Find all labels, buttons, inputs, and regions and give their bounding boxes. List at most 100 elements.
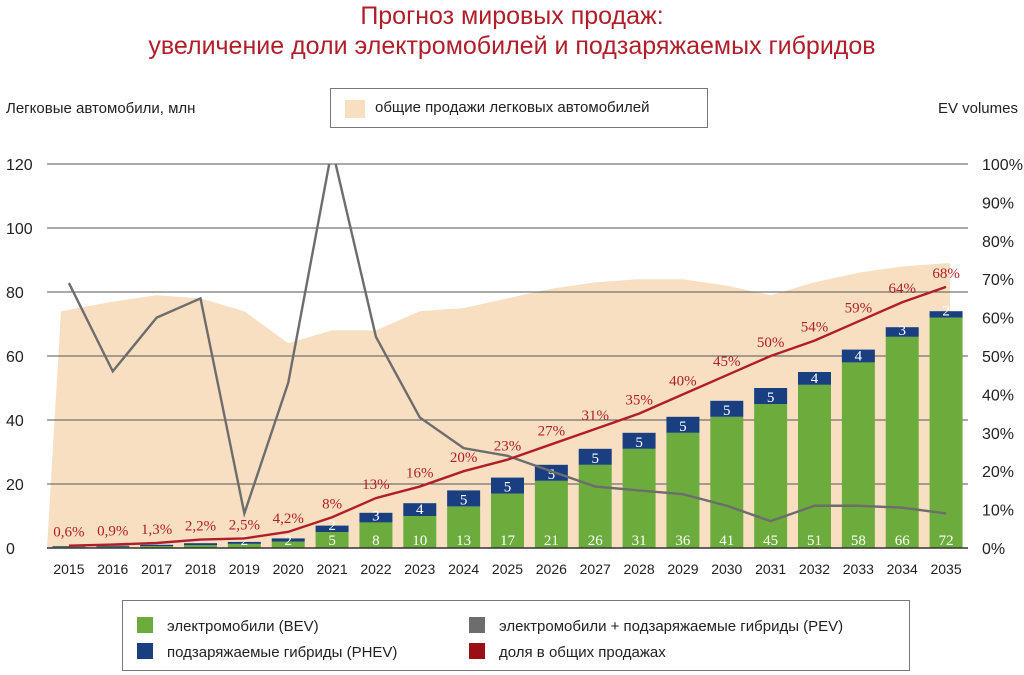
- share-data-label: 54%: [801, 320, 829, 336]
- bar-phev: [96, 545, 130, 547]
- y-left-tick-label: 120: [6, 157, 33, 174]
- bar-phev: [271, 538, 305, 542]
- x-tick-label: 2016: [97, 561, 128, 577]
- bar-phev-label: 5: [504, 480, 512, 496]
- share-data-label: 0,9%: [97, 524, 128, 540]
- share-data-label: 2,5%: [229, 517, 260, 533]
- bar-bev: [271, 541, 305, 548]
- y-axis-right-title: EV volumes: [937, 100, 1018, 117]
- bar-phev: [841, 349, 875, 363]
- series-line-share: [68, 285, 947, 547]
- bar-phev: [885, 327, 919, 337]
- bar-phev: [315, 525, 349, 532]
- y-left-tick-label: 40: [6, 413, 24, 430]
- x-tick-label: 2029: [667, 561, 698, 577]
- y-left-tick-label: 80: [6, 285, 24, 302]
- y-left-tick-label: 20: [6, 477, 24, 494]
- bar-bev: [534, 480, 568, 548]
- share-data-label: 50%: [757, 335, 785, 351]
- bar-bev-label: 17: [500, 533, 516, 549]
- legend-bottom: электромобили (BEV) подзаряжаемые гибрид…: [122, 600, 910, 671]
- bar-phev-label: 5: [635, 435, 643, 451]
- bar-bev-label: 72: [939, 533, 954, 549]
- bar-phev-label: 4: [416, 502, 424, 518]
- y-right-tick-label: 50%: [982, 349, 1014, 366]
- legend-swatch-total: [345, 100, 365, 118]
- bar-phev: [184, 543, 217, 546]
- bar-phev: [754, 388, 788, 404]
- bar-phev: [798, 372, 831, 385]
- bar-bev-label: 5: [328, 533, 336, 549]
- y-right-tick-label: 30%: [982, 426, 1014, 443]
- x-tick-label: 2018: [185, 561, 216, 577]
- y-right-tick-label: 0%: [982, 541, 1005, 558]
- chart-title-line2: увеличение доли электромобилей и подзаря…: [148, 32, 876, 60]
- bar-bev-label: 2: [284, 533, 292, 549]
- bar-bev-label: 41: [719, 533, 734, 549]
- share-data-label: 0,6%: [53, 525, 84, 541]
- bar-bev: [754, 404, 788, 548]
- x-tick-label: 2022: [360, 561, 391, 577]
- bar-bev-label: 51: [807, 533, 822, 549]
- y-right-tick-label: 80%: [982, 234, 1014, 251]
- bar-phev: [710, 400, 744, 417]
- bar-bev: [403, 516, 437, 548]
- y-left-tick-label: 100: [6, 221, 33, 238]
- bar-bev: [666, 432, 700, 548]
- bar-bev: [491, 493, 524, 548]
- bar-bev-label: 31: [632, 533, 647, 549]
- bar-phev-label: 3: [898, 323, 906, 339]
- bar-bev: [184, 545, 217, 548]
- bar-bev-label: 66: [895, 533, 911, 549]
- bar-phev-label: 2: [942, 304, 950, 320]
- bar-bev: [710, 416, 744, 548]
- bar-bev: [359, 522, 393, 548]
- bar-phev-label: 2: [328, 518, 336, 534]
- legend-label-pev: электромобили + подзаряжаемые гибриды (P…: [499, 618, 844, 635]
- bar-phev-label: 5: [679, 419, 687, 435]
- y-right-tick-label: 100%: [982, 157, 1023, 174]
- bar-bev-label: 2: [241, 533, 249, 549]
- bar-bev-label: 45: [763, 533, 778, 549]
- share-data-label: 35%: [625, 393, 653, 409]
- bar-bev-label: 21: [544, 533, 559, 549]
- bar-phev: [140, 544, 174, 547]
- share-data-label: 68%: [932, 266, 960, 282]
- bar-phev: [578, 448, 612, 465]
- bar-phev-label: 5: [767, 390, 775, 406]
- legend-label-share: доля в общих продажах: [499, 644, 666, 661]
- share-data-label: 13%: [362, 477, 390, 493]
- bar-bev: [315, 532, 349, 548]
- legend-label-bev: электромобили (BEV): [167, 618, 319, 635]
- bar-bev: [578, 464, 612, 548]
- share-data-label: 8%: [322, 496, 342, 512]
- bar-bev: [227, 543, 261, 548]
- y-right-tick-label: 20%: [982, 464, 1014, 481]
- bar-phev: [227, 541, 261, 544]
- share-data-label: 40%: [669, 373, 697, 389]
- x-tick-label: 2028: [623, 561, 654, 577]
- x-tick-label: 2034: [887, 561, 918, 577]
- y-right-tick-label: 90%: [982, 195, 1014, 212]
- x-tick-label: 2017: [141, 561, 172, 577]
- chart-title-line1: Прогноз мировых продаж:: [360, 2, 664, 30]
- share-data-label: 59%: [845, 300, 873, 316]
- x-tick-label: 2023: [404, 561, 435, 577]
- x-tick-label: 2026: [536, 561, 567, 577]
- legend-item-pev: электромобили + подзаряжаемые гибриды (P…: [469, 617, 843, 635]
- x-tick-label: 2033: [843, 561, 874, 577]
- legend-swatch-pev: [469, 617, 485, 633]
- legend-item-bev: электромобили (BEV): [137, 617, 319, 635]
- share-data-label: 4,2%: [273, 511, 304, 527]
- bar-phev-label: 5: [460, 492, 468, 508]
- bar-phev-label: 5: [591, 451, 599, 467]
- bar-phev: [666, 416, 700, 433]
- y-axis-left-title: Легковые автомобили, млн: [6, 100, 196, 117]
- bar-phev: [491, 477, 524, 494]
- bar-phev: [929, 311, 963, 318]
- legend-label-total: общие продажи легковых автомобилей: [375, 99, 650, 116]
- x-tick-label: 2027: [580, 561, 611, 577]
- legend-swatch-phev: [137, 643, 153, 659]
- bar-phev-label: 4: [855, 348, 863, 364]
- bar-phev: [403, 503, 437, 516]
